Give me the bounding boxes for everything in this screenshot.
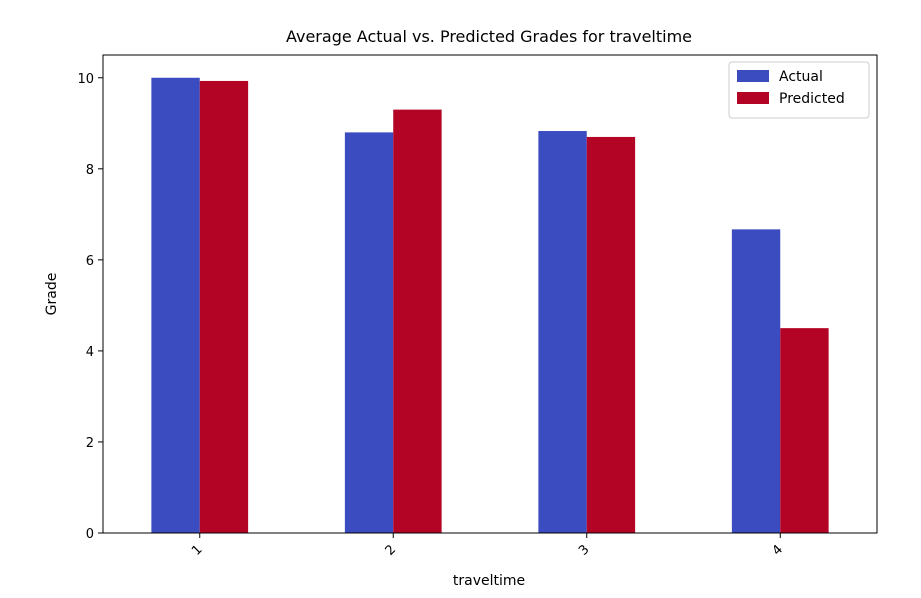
legend-label-predicted: Predicted xyxy=(779,91,845,107)
y-tick-label: 0 xyxy=(86,527,94,542)
bar-predicted-1 xyxy=(199,80,249,533)
bar-actual-2 xyxy=(344,132,394,533)
x-tick-label: 2 xyxy=(383,542,399,558)
plot-frame xyxy=(102,54,878,534)
x-tick-label: 1 xyxy=(189,542,205,558)
chart-title: Average Actual vs. Predicted Grades for … xyxy=(286,27,692,46)
plot-area xyxy=(151,77,829,533)
legend: Actual Predicted xyxy=(728,61,870,119)
bar-predicted-3 xyxy=(586,136,636,533)
legend-swatch-predicted xyxy=(737,92,769,104)
y-tick-label: 4 xyxy=(86,345,94,360)
x-tick-label: 4 xyxy=(770,542,786,558)
y-tick-label: 8 xyxy=(86,163,94,178)
legend-swatch-actual xyxy=(737,70,769,82)
x-axis: 1 2 3 4 xyxy=(189,533,786,559)
y-tick-label: 2 xyxy=(86,436,94,451)
y-axis: 0 2 4 6 8 10 xyxy=(77,72,103,542)
y-tick-label: 6 xyxy=(86,254,94,269)
legend-label-actual: Actual xyxy=(779,69,823,85)
y-axis-label: Grade xyxy=(44,273,60,316)
bar-actual-4 xyxy=(731,229,781,533)
y-tick-label: 10 xyxy=(77,72,94,87)
bar-actual-3 xyxy=(538,131,587,533)
bar-actual-1 xyxy=(151,77,200,533)
bar-predicted-2 xyxy=(393,109,442,533)
x-tick-label: 3 xyxy=(576,542,592,558)
x-axis-label: traveltime xyxy=(453,573,525,589)
bar-predicted-4 xyxy=(780,328,829,533)
